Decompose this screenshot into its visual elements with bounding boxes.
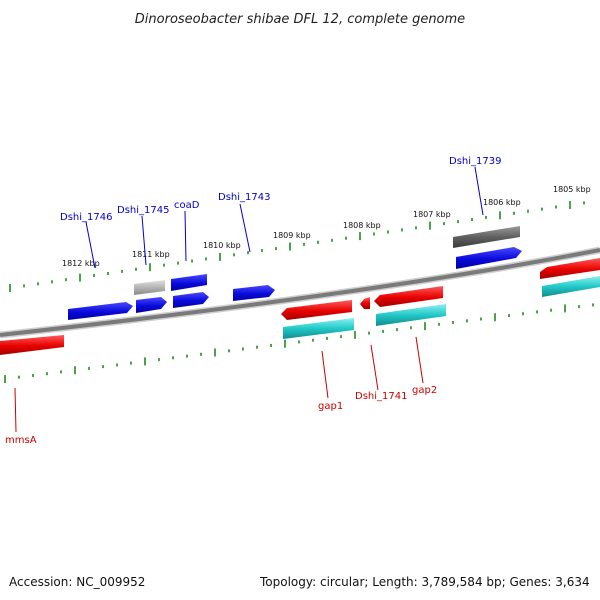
map-title: Dinoroseobacter shibae DFL 12, complete … [135,12,465,27]
gene-label-gap2[interactable]: gap2 [412,385,437,396]
cds-arrow[interactable] [281,300,352,320]
genome-stats-text: Topology: circular; Length: 3,789,584 bp… [260,575,590,589]
kbp-label: 1810 kbp [203,241,241,250]
gene-label-coad[interactable]: coaD [174,200,200,211]
cds-arrow[interactable] [374,286,443,307]
gene-labels: Dshi_1746 Dshi_1745 coaD Dshi_1743 Dshi_… [5,156,501,446]
label-leaders [14,166,484,433]
kbp-label: 1808 kbp [343,221,381,230]
gene-bar[interactable] [542,276,600,297]
kbp-label: 1806 kbp [483,198,521,207]
gene-label-dshi-1743[interactable]: Dshi_1743 [218,192,270,203]
accession-text: Accession: NC_009952 [9,575,146,589]
kbp-label: 1807 kbp [413,210,451,219]
gene-label-dshi-1746[interactable]: Dshi_1746 [60,212,112,223]
kbp-labels: 1812 kbp 1811 kbp 1810 kbp 1809 kbp 1808… [62,185,591,268]
kbp-label: 1811 kbp [132,250,170,259]
gene-bar[interactable] [283,318,354,339]
gene-label-dshi-1739[interactable]: Dshi_1739 [449,156,501,167]
cds-arrow[interactable] [360,297,370,309]
gene-bar[interactable] [134,280,165,295]
reverse-strand-features [0,286,446,355]
gene-bar[interactable] [376,304,446,326]
genome-backbone [0,246,600,339]
cds-arrow[interactable] [0,335,64,355]
kbp-label: 1805 kbp [553,185,591,194]
gene-bar[interactable] [453,226,520,248]
cds-arrow[interactable] [233,285,275,301]
kbp-label: 1809 kbp [273,231,311,240]
gene-label-mmsa[interactable]: mmsA [5,435,37,446]
cds-arrow[interactable] [171,274,207,291]
cds-arrow[interactable] [68,302,133,320]
cds-arrow[interactable] [173,292,209,308]
lower-tick-scale [4,303,594,383]
cds-arrow[interactable] [540,258,600,279]
cds-arrow[interactable] [136,297,167,313]
gene-label-dshi-1745[interactable]: Dshi_1745 [117,205,169,216]
cds-arrow[interactable] [456,247,522,269]
gene-label-gap1[interactable]: gap1 [318,401,343,412]
kbp-label: 1812 kbp [62,259,100,268]
forward-strand-features [68,226,600,320]
gene-label-dshi-1741[interactable]: Dshi_1741 [355,391,407,402]
upper-kbp-scale [9,201,585,292]
